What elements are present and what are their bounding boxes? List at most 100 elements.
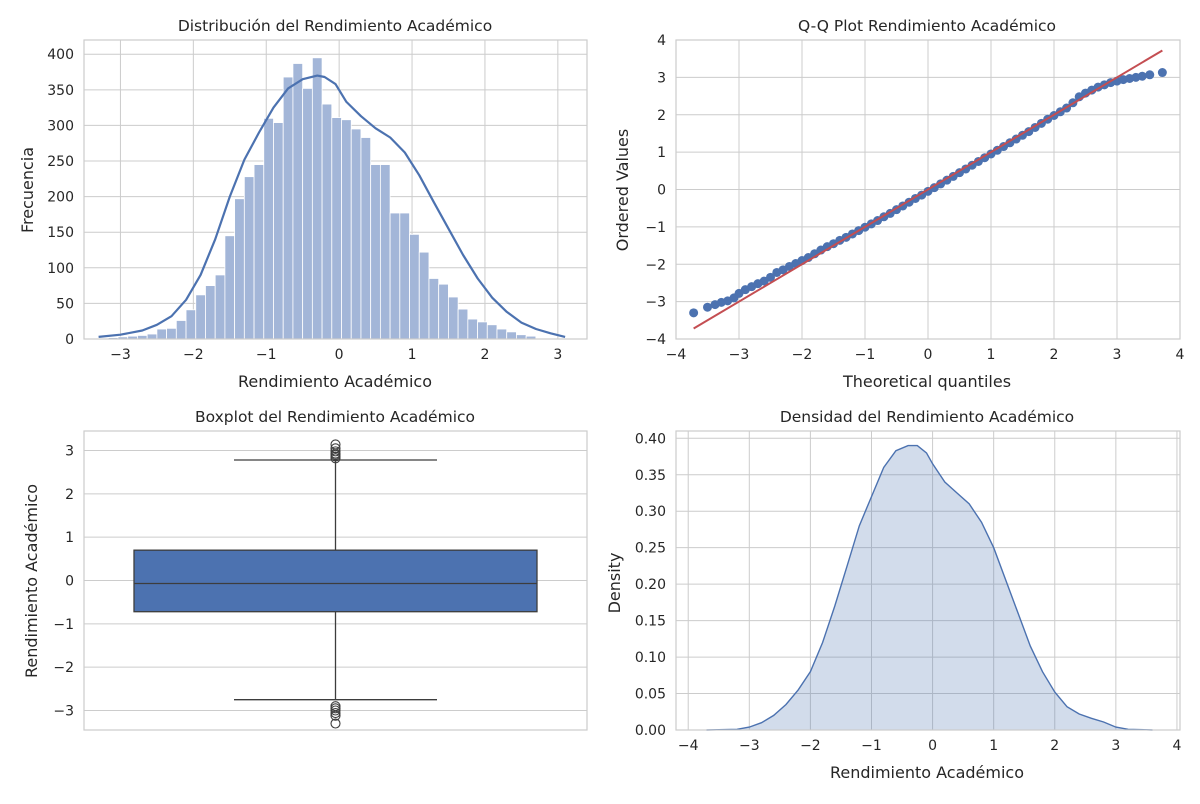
histogram-bar	[438, 283, 449, 340]
y-tick-label: 0.00	[635, 723, 666, 739]
x-tick-label: −3	[110, 347, 131, 363]
y-tick-label: 0.25	[635, 541, 666, 557]
y-tick-label: −1	[645, 220, 666, 236]
outlier-point	[330, 708, 341, 719]
qq-point	[1137, 71, 1147, 81]
histogram-bar	[496, 328, 508, 340]
qq-ylabel: Ordered Values	[613, 129, 632, 251]
y-tick-label: 2	[65, 487, 74, 503]
histogram-bar	[399, 212, 410, 340]
y-tick-label: 0	[657, 183, 666, 199]
histogram-bar	[263, 117, 274, 340]
y-tick-label: −4	[645, 332, 666, 348]
boxplot-ylabel: Rendimiento Académico	[22, 484, 41, 678]
x-tick-label: 4	[1176, 347, 1185, 363]
y-tick-label: 0.30	[635, 504, 666, 520]
histogram-bar	[224, 235, 236, 340]
x-tick-label: −1	[256, 347, 277, 363]
y-tick-label: −2	[645, 257, 666, 273]
y-tick-label: 2	[657, 108, 666, 124]
outlier-point	[330, 439, 341, 450]
histogram-bar	[418, 251, 430, 340]
y-tick-label: 0.05	[635, 687, 666, 703]
y-tick-label: −3	[53, 704, 74, 720]
x-tick-label: −1	[855, 347, 876, 363]
outlier-point	[330, 446, 341, 457]
outlier-point	[330, 443, 341, 454]
histogram-bar	[370, 164, 381, 340]
y-tick-label: 3	[657, 70, 666, 86]
density-panel: Densidad del Rendimiento Académico Rendi…	[605, 408, 1181, 782]
outlier-point	[330, 710, 341, 721]
y-tick-label: 0.40	[635, 431, 666, 447]
density-ylabel: Density	[605, 553, 624, 614]
x-tick-label: 2	[1050, 738, 1059, 754]
iqr-box	[133, 549, 538, 613]
qq-point	[1145, 70, 1155, 80]
outlier-point	[330, 705, 341, 716]
histogram-bar	[321, 103, 333, 340]
qq-title: Q-Q Plot Rendimiento Académico	[798, 17, 1056, 35]
density-title: Densidad del Rendimiento Académico	[780, 408, 1074, 426]
y-tick-label: 250	[47, 154, 74, 170]
histogram-bar	[457, 308, 469, 340]
y-tick-label: 300	[47, 118, 74, 134]
kde-line	[98, 74, 566, 338]
histogram-bar	[185, 309, 197, 340]
x-tick-label: 1	[989, 738, 998, 754]
y-tick-label: 0	[65, 332, 74, 348]
axes-frame	[675, 39, 1181, 340]
histogram-bar	[214, 274, 226, 340]
x-tick-label: 1	[987, 347, 996, 363]
histogram-bar	[506, 331, 517, 340]
x-tick-label: 2	[480, 347, 489, 363]
axes-frame	[83, 39, 588, 340]
histogram-ylabel: Frecuencia	[18, 147, 37, 233]
y-tick-label: 400	[47, 47, 74, 63]
histogram-xlabel: Rendimiento Académico	[238, 372, 432, 391]
density-area	[706, 445, 1153, 730]
y-tick-label: 0	[65, 574, 74, 590]
histogram-bar	[175, 320, 187, 340]
qq-fit-line	[693, 49, 1163, 330]
x-tick-label: 0	[924, 347, 933, 363]
qq-point	[689, 308, 699, 318]
y-tick-label: 0.20	[635, 577, 666, 593]
x-tick-label: 3	[1113, 347, 1122, 363]
y-tick-label: −1	[53, 617, 74, 633]
x-tick-label: −4	[678, 738, 699, 754]
histogram-bar	[486, 324, 498, 340]
boxplot-title: Boxplot del Rendimiento Académico	[195, 408, 475, 426]
histogram-bar	[282, 76, 294, 340]
qq-xlabel: Theoretical quantiles	[842, 372, 1011, 391]
x-tick-label: 0	[928, 738, 937, 754]
y-tick-label: 4	[657, 33, 666, 49]
y-tick-label: 0.10	[635, 650, 666, 666]
histogram-bar	[379, 164, 391, 340]
qq-point	[766, 272, 775, 282]
x-tick-label: −3	[739, 738, 760, 754]
histogram-bar	[243, 176, 255, 340]
qq-plot-panel: Q-Q Plot Rendimiento Académico Theoretic…	[613, 17, 1185, 391]
x-tick-label: 3	[1111, 738, 1120, 754]
x-tick-label: 2	[1050, 347, 1059, 363]
histogram-bar	[448, 296, 459, 340]
histogram-bar	[302, 88, 313, 340]
y-tick-label: 50	[56, 296, 74, 312]
histogram-bar	[331, 117, 342, 340]
axes-frame	[83, 430, 588, 731]
histogram-bar	[409, 233, 420, 340]
histogram-bar	[253, 164, 265, 340]
histogram-bar	[389, 212, 401, 340]
y-tick-label: 1	[65, 530, 74, 546]
histogram-bar	[292, 63, 304, 340]
y-tick-label: 3	[65, 444, 74, 460]
qq-point	[703, 302, 712, 312]
x-tick-label: −2	[800, 738, 821, 754]
x-tick-label: 4	[1172, 738, 1181, 754]
histogram-bar	[195, 294, 206, 340]
qq-point	[1157, 68, 1167, 78]
histogram-title: Distribución del Rendimiento Académico	[178, 17, 492, 35]
y-tick-label: 100	[47, 261, 74, 277]
